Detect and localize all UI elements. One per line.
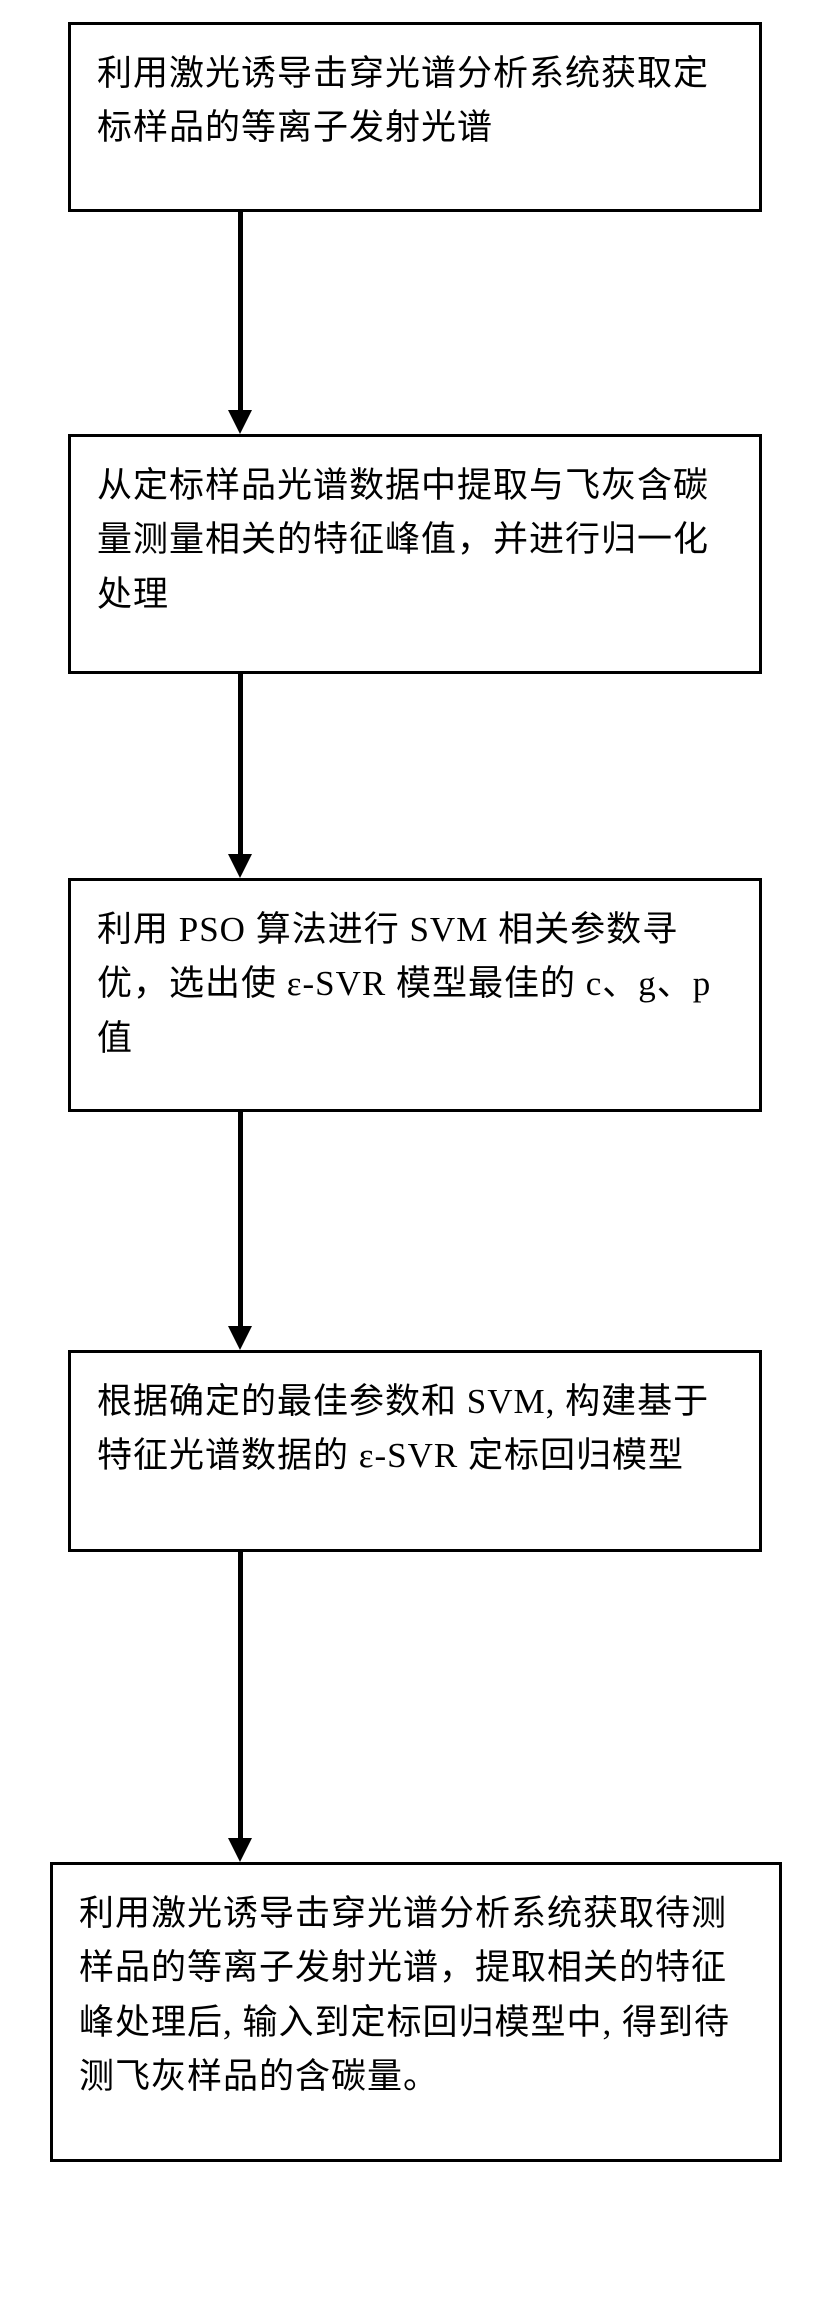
flow-node-1-text: 利用激光诱导击穿光谱分析系统获取定标样品的等离子发射光谱 [97, 47, 733, 156]
flow-node-3: 利用 PSO 算法进行 SVM 相关参数寻优，选出使 ε-SVR 模型最佳的 c… [68, 878, 762, 1112]
flow-arrow-1-line [238, 212, 243, 412]
flow-node-3-text: 利用 PSO 算法进行 SVM 相关参数寻优，选出使 ε-SVR 模型最佳的 c… [97, 903, 733, 1066]
flow-arrow-2-line [238, 674, 243, 856]
flow-arrow-2-head [228, 854, 252, 878]
flow-arrow-1-head [228, 410, 252, 434]
flowchart-canvas: 利用激光诱导击穿光谱分析系统获取定标样品的等离子发射光谱 从定标样品光谱数据中提… [0, 0, 830, 2300]
flow-node-5-text: 利用激光诱导击穿光谱分析系统获取待测样品的等离子发射光谱，提取相关的特征峰处理后… [79, 1887, 753, 2104]
flow-arrow-3-head [228, 1326, 252, 1350]
flow-node-4: 根据确定的最佳参数和 SVM, 构建基于特征光谱数据的 ε-SVR 定标回归模型 [68, 1350, 762, 1552]
flow-node-5: 利用激光诱导击穿光谱分析系统获取待测样品的等离子发射光谱，提取相关的特征峰处理后… [50, 1862, 782, 2162]
flow-arrow-3-line [238, 1112, 243, 1328]
flow-node-2: 从定标样品光谱数据中提取与飞灰含碳量测量相关的特征峰值，并进行归一化处理 [68, 434, 762, 674]
flow-node-2-text: 从定标样品光谱数据中提取与飞灰含碳量测量相关的特征峰值，并进行归一化处理 [97, 459, 733, 622]
flow-node-1: 利用激光诱导击穿光谱分析系统获取定标样品的等离子发射光谱 [68, 22, 762, 212]
flow-node-4-text: 根据确定的最佳参数和 SVM, 构建基于特征光谱数据的 ε-SVR 定标回归模型 [97, 1375, 733, 1484]
flow-arrow-4-head [228, 1838, 252, 1862]
flow-arrow-4-line [238, 1552, 243, 1840]
